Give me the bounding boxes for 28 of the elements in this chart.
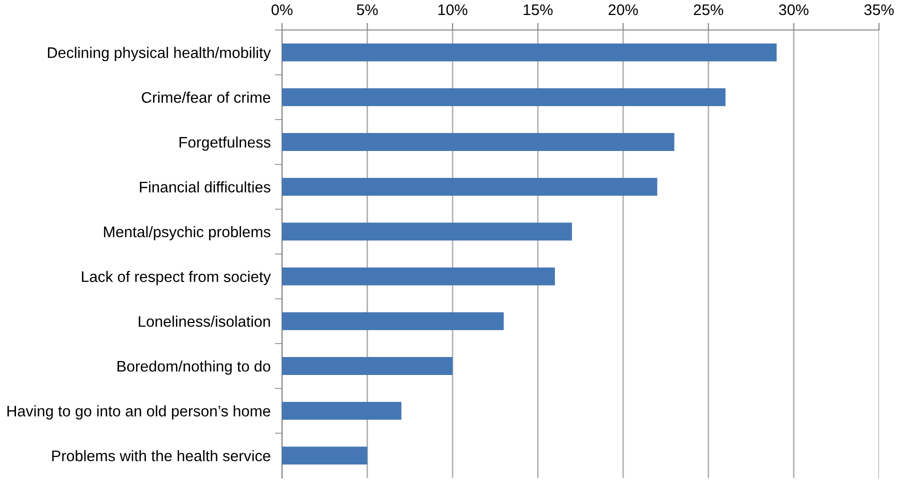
bar (282, 312, 504, 330)
x-tick-label: 30% (779, 4, 808, 16)
bar (282, 357, 453, 375)
bar (282, 133, 674, 151)
y-tick-label: Lack of respect from society (82, 270, 271, 286)
x-tick-label: 25% (694, 4, 724, 16)
bar (282, 267, 555, 286)
x-tick-label: 10% (438, 4, 468, 16)
y-tick-label: Crime/fear of crime (142, 92, 270, 103)
bar (282, 402, 402, 420)
y-tick-label: Boredom/nothing to do (118, 360, 270, 375)
y-tick-label: Mental/psychic problems (104, 226, 270, 240)
bar (282, 88, 726, 106)
x-tick-label: 20% (608, 4, 638, 16)
y-tick-label: Financial difficulties (140, 181, 270, 192)
x-tick-label: 15% (524, 4, 553, 16)
y-tick-label: Problems with the health service (52, 450, 270, 462)
y-tick-label: Declining physical health/mobility (48, 46, 271, 62)
bar (282, 43, 777, 62)
bar (282, 222, 572, 241)
y-tick-label: Having to go into an old person’s home (7, 405, 270, 420)
x-tick-label: 0% (272, 4, 292, 16)
y-tick-label: Loneliness/isolation (138, 316, 270, 327)
bar (282, 178, 658, 196)
bar (282, 446, 368, 465)
x-tick-label: 5% (356, 4, 378, 16)
y-tick-label: Forgetfulness (180, 136, 270, 151)
x-tick-label: 35% (864, 4, 894, 16)
